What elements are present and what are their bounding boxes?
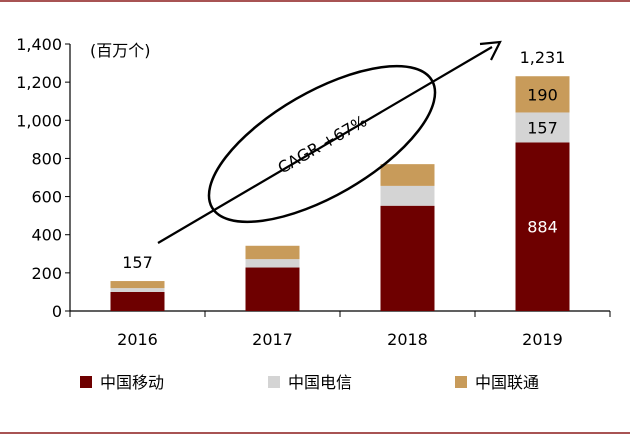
bar-2018-series-2 bbox=[380, 164, 435, 186]
total-label-2016: 157 bbox=[122, 253, 153, 272]
legend-label-0: 中国移动 bbox=[100, 373, 164, 392]
y-tick-label: 800 bbox=[31, 149, 62, 168]
bars bbox=[110, 76, 570, 311]
cagr-label: CAGR +67% bbox=[274, 111, 370, 177]
bar-2018-series-1 bbox=[380, 185, 435, 206]
bar-2019-series-1 bbox=[515, 112, 570, 143]
total-label-2019: 1,231 bbox=[520, 48, 566, 67]
segment-label-2019-0: 884 bbox=[527, 218, 558, 237]
data-labels: 157 1,231 884 157 190 bbox=[122, 48, 565, 272]
y-tick-label: 1,200 bbox=[16, 73, 62, 92]
cagr-ellipse bbox=[207, 64, 437, 224]
legend-swatch-1 bbox=[268, 376, 280, 388]
x-tick-label: 2018 bbox=[387, 330, 428, 349]
legend-label-2: 中国联通 bbox=[475, 373, 539, 392]
segment-label-2019-1: 157 bbox=[527, 118, 558, 137]
bar-2017-series-0 bbox=[245, 267, 300, 311]
y-axis: 0 200 400 600 800 1,000 1,200 1,400 bbox=[16, 35, 71, 321]
legend: 中国移动 中国电信 中国联通 bbox=[80, 373, 539, 392]
growth-arrow-head bbox=[479, 40, 502, 61]
cagr-annotation: CAGR +67% bbox=[157, 40, 502, 244]
bar-2017-series-1 bbox=[245, 259, 300, 268]
bar-2016-series-0 bbox=[110, 291, 165, 311]
y-tick-label: 200 bbox=[31, 264, 62, 283]
y-tick-label: 0 bbox=[52, 302, 62, 321]
bar-2019-series-0 bbox=[515, 142, 570, 311]
y-tick-label: 400 bbox=[31, 226, 62, 245]
growth-arrow-line bbox=[157, 46, 493, 244]
unit-label: (百万个) bbox=[90, 41, 151, 60]
y-tick-label: 600 bbox=[31, 188, 62, 207]
x-axis: 2016 2017 2018 2019 bbox=[69, 310, 611, 349]
y-tick-label: 1,000 bbox=[16, 111, 62, 130]
x-tick-label: 2019 bbox=[522, 330, 563, 349]
legend-swatch-0 bbox=[80, 376, 92, 388]
legend-label-1: 中国电信 bbox=[288, 373, 352, 392]
bar-2019-series-2 bbox=[515, 76, 570, 113]
segment-label-2019-2: 190 bbox=[527, 85, 558, 104]
bar-2018-series-0 bbox=[380, 205, 435, 311]
bar-2017-series-2 bbox=[245, 245, 300, 260]
x-tick-label: 2017 bbox=[252, 330, 293, 349]
x-tick-label: 2016 bbox=[117, 330, 158, 349]
bar-2016-series-2 bbox=[110, 281, 165, 289]
legend-swatch-2 bbox=[455, 376, 467, 388]
y-tick-label: 1,400 bbox=[16, 35, 62, 54]
bar-2016-series-1 bbox=[110, 288, 165, 292]
